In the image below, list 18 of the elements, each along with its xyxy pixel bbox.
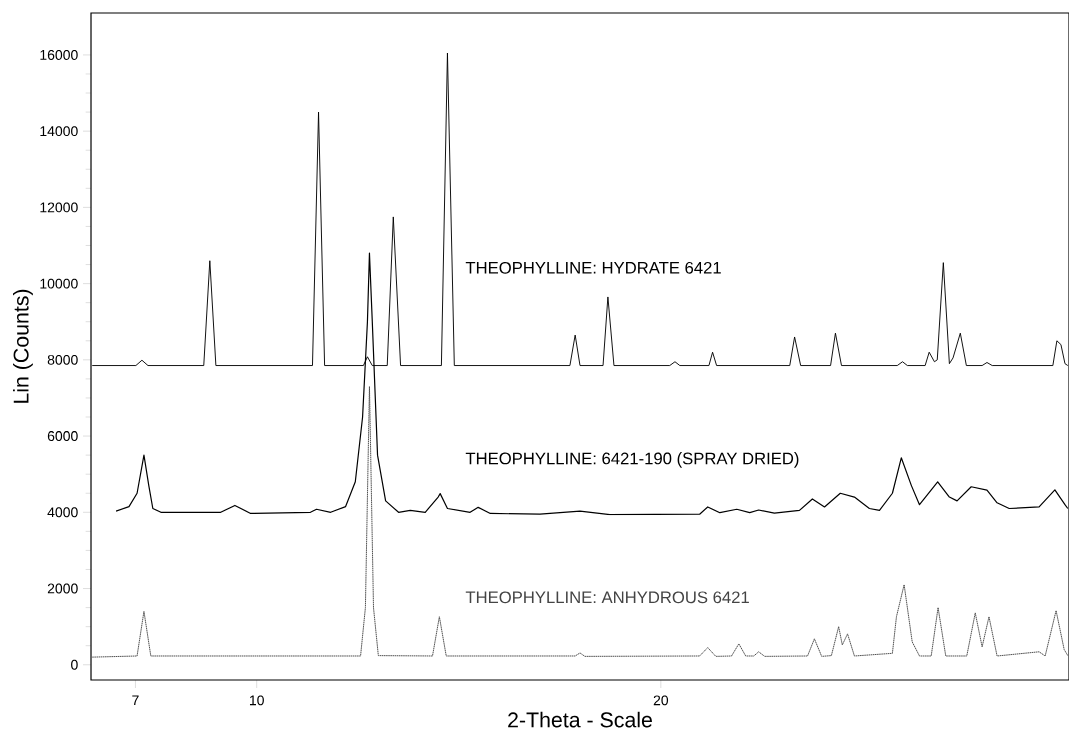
series-label: THEOPHYLLINE: HYDRATE 6421: [465, 261, 721, 274]
x-tick-label: 10: [249, 695, 264, 706]
y-tick-label: 4000: [47, 507, 78, 518]
y-tick-label: 12000: [40, 202, 78, 213]
y-tick-label: 14000: [40, 126, 78, 137]
series-label: THEOPHYLLINE: ANHYDROUS 6421: [465, 591, 749, 604]
y-tick-label: 2000: [47, 583, 78, 594]
line-series: [91, 386, 1069, 658]
y-tick-label: 16000: [40, 49, 78, 60]
y-tick-label: 10000: [40, 278, 78, 289]
y-tick-label: 8000: [47, 354, 78, 365]
y-tick-label: 6000: [47, 431, 78, 442]
x-tick-label: 20: [653, 695, 669, 706]
y-axis-title: Lin (Counts): [13, 289, 33, 403]
x-tick-label: 7: [132, 695, 139, 706]
x-axis-title: 2-Theta - Scale: [508, 711, 652, 728]
text: THEOPHYLLINE: 6421-190 (SPRAY DRIED): [465, 452, 799, 468]
y-tick-label: 0: [71, 659, 78, 670]
